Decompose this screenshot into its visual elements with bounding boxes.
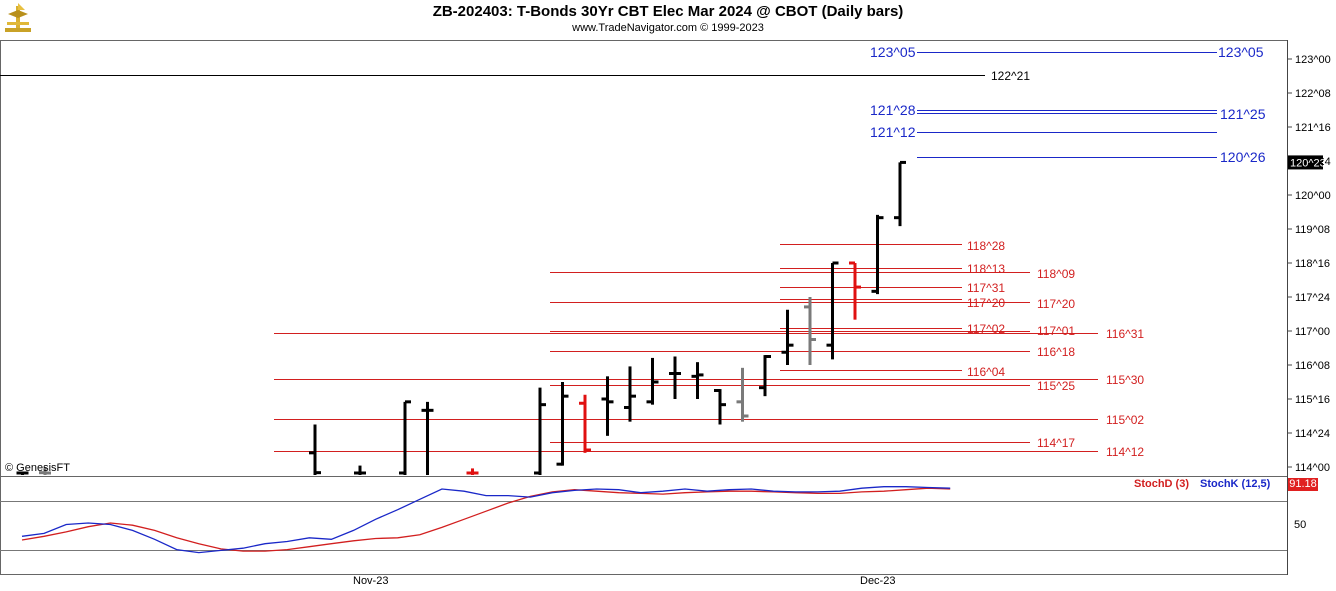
ohlc-bar	[579, 394, 591, 453]
indicator-tick-50: 50	[1294, 519, 1307, 531]
ohlc-bar	[781, 309, 794, 365]
price-tick-label: 118^16	[1295, 258, 1330, 270]
level-label: 117^01	[1037, 324, 1075, 338]
level-label: 115^02	[1106, 413, 1144, 427]
price-axis: 123^00122^08121^16120^24120^00119^08118^…	[1287, 54, 1331, 474]
level-label: 115^25	[1037, 379, 1075, 393]
ohlc-bar	[894, 160, 906, 227]
stoch-current-value-badge: 91.18	[1288, 478, 1318, 491]
level-label: 115^30	[1106, 373, 1144, 387]
ohlc-bar	[309, 424, 321, 475]
price-tick-label: 121^16	[1295, 122, 1331, 134]
level-label: 121^28	[870, 102, 916, 118]
ohlc-bar	[601, 376, 614, 436]
ohlc-bar	[759, 355, 771, 397]
level-label: 123^05	[1218, 44, 1264, 60]
ohlc-bar	[421, 401, 434, 475]
chart-frame	[0, 40, 1288, 575]
ohlc-bar	[714, 389, 726, 425]
price-tick-label: 116^08	[1295, 360, 1330, 372]
level-label: 123^05	[870, 44, 916, 60]
ohlc-bar	[556, 382, 569, 466]
level-label: 122^21	[991, 69, 1030, 83]
level-label: 120^26	[1220, 149, 1266, 165]
price-tick-label: 114^00	[1295, 462, 1330, 474]
level-label: 114^17	[1037, 436, 1075, 450]
level-label: 116^31	[1106, 327, 1144, 341]
price-tick-label: 120^00	[1295, 190, 1331, 202]
price-tick-label: 114^24	[1295, 428, 1330, 440]
stoch-k-legend: StochK (12,5)	[1200, 478, 1271, 490]
ohlc-bar	[354, 465, 366, 475]
level-label: 116^18	[1037, 345, 1075, 359]
ohlc-bar	[736, 367, 749, 422]
stoch-d-line	[21, 487, 951, 552]
ohlc-bar	[646, 357, 659, 405]
chart-title: ZB-202403: T-Bonds 30Yr CBT Elec Mar 202…	[432, 3, 904, 20]
price-tick-label: 117^24	[1295, 292, 1330, 304]
ohlc-bar	[624, 366, 636, 422]
plot-border	[0, 40, 1288, 575]
level-label: 117^20	[1037, 297, 1075, 311]
price-tick-label: 123^00	[1295, 54, 1331, 66]
level-label: 117^31	[967, 281, 1005, 295]
level-label: 118^09	[1037, 267, 1075, 281]
ohlc-bar	[849, 261, 861, 320]
level-label: 116^04	[967, 365, 1005, 379]
ohlc-bar	[826, 261, 839, 360]
level-label: 114^12	[1106, 445, 1144, 459]
stoch-k-line	[21, 486, 951, 554]
level-label: 121^25	[1220, 106, 1266, 122]
level-label: 118^13	[967, 262, 1005, 276]
chart-subtitle: www.TradeNavigator.com © 1999-2023	[572, 22, 764, 34]
ohlc-bar	[534, 387, 546, 475]
level-label: 117^02	[967, 322, 1005, 336]
price-bars	[16, 160, 906, 475]
ohlc-bar	[466, 468, 479, 475]
current-price-text: 120^23	[1290, 157, 1326, 169]
stochastic-indicator	[21, 486, 951, 554]
current-price-badge	[1288, 155, 1323, 170]
x-label-nov: Nov-23	[353, 575, 389, 587]
price-tick-label: 115^16	[1295, 394, 1330, 406]
ohlc-bar	[16, 471, 29, 475]
ohlc-bar	[804, 297, 816, 365]
x-label-dec: Dec-23	[860, 575, 896, 587]
price-tick-label: 122^08	[1295, 88, 1331, 100]
ohlc-bar	[691, 362, 704, 399]
ohlc-bar	[669, 356, 681, 399]
ohlc-bar	[399, 400, 411, 475]
level-label: 118^28	[967, 239, 1005, 253]
ohlc-bar	[871, 214, 884, 295]
ohlc-bar	[39, 467, 51, 475]
price-tick-label: 119^08	[1295, 224, 1330, 236]
stoch-d-legend: StochD (3)	[1134, 478, 1189, 490]
price-tick-label: 117^00	[1295, 326, 1330, 338]
trade-navigator-logo-icon	[3, 2, 33, 34]
level-label: 121^12	[870, 124, 916, 140]
copyright-label: © GenesisFT	[5, 462, 70, 474]
